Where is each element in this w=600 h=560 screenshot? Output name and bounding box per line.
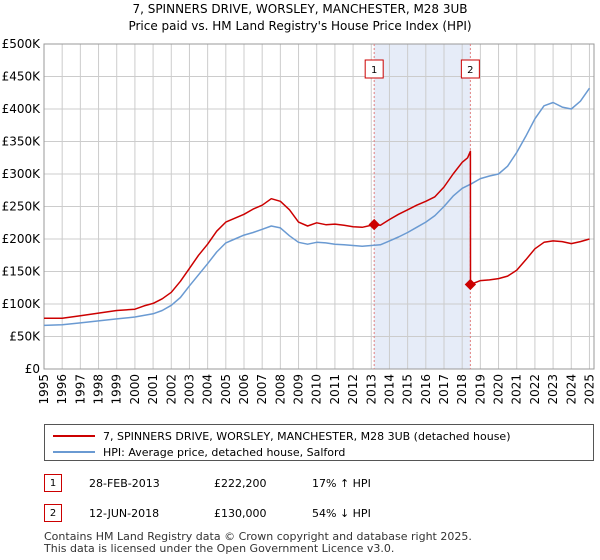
x-tick-label: 2000 bbox=[128, 374, 142, 405]
transaction-hpi-change: 54% ↓ HPI bbox=[312, 506, 371, 520]
price-series-line bbox=[44, 150, 590, 320]
x-tick-label: 2013 bbox=[364, 374, 378, 405]
x-tick-label: 1996 bbox=[55, 374, 69, 405]
plot-area-border bbox=[43, 43, 595, 370]
transaction-row: 2 12-JUN-2018 £130,000 54% ↓ HPI bbox=[44, 503, 371, 523]
x-tick-label: 1995 bbox=[37, 374, 51, 405]
x-tick-label: 2012 bbox=[346, 374, 360, 405]
x-tick-label: 2019 bbox=[473, 374, 487, 405]
y-tick-label: £0 bbox=[25, 362, 40, 376]
transaction-badge: 1 bbox=[44, 474, 62, 492]
transaction-row: 1 28-FEB-2013 £222,200 17% ↑ HPI bbox=[44, 473, 371, 493]
chart-legend: 7, SPINNERS DRIVE, WORSLEY, MANCHESTER, … bbox=[44, 424, 594, 461]
x-tick-label: 2021 bbox=[510, 374, 524, 405]
y-tick-label: £150K bbox=[2, 265, 42, 279]
x-tick-label: 2017 bbox=[437, 374, 451, 405]
legend-item-price: 7, SPINNERS DRIVE, WORSLEY, MANCHESTER, … bbox=[53, 428, 511, 444]
x-tick-label: 1997 bbox=[73, 374, 87, 405]
x-tick-label: 2020 bbox=[492, 374, 506, 405]
x-tick-label: 2010 bbox=[310, 374, 324, 405]
x-tick-label: 2018 bbox=[455, 374, 469, 405]
transaction-price: £130,000 bbox=[214, 506, 267, 520]
y-tick-label: £450K bbox=[2, 70, 42, 84]
x-tick-label: 2009 bbox=[292, 374, 306, 405]
transaction-badge: 2 bbox=[44, 504, 62, 522]
x-tick-label: 2016 bbox=[419, 374, 433, 405]
x-tick-label: 2022 bbox=[528, 374, 542, 405]
hpi-series-line bbox=[43, 87, 591, 327]
x-tick-label: 1998 bbox=[92, 374, 106, 405]
sale-point-marker bbox=[368, 218, 380, 231]
chart-subtitle: Price paid vs. HM Land Registry's House … bbox=[128, 19, 471, 33]
x-tick-label: 2003 bbox=[182, 374, 196, 405]
footer-line-licence: This data is licensed under the Open Gov… bbox=[44, 542, 395, 555]
y-tick-label: £200K bbox=[2, 232, 42, 246]
price-chart: 7, SPINNERS DRIVE, WORSLEY, MANCHESTER, … bbox=[2, 2, 597, 405]
x-tick-label: 2024 bbox=[564, 374, 578, 405]
y-tick-label: £100K bbox=[2, 297, 42, 311]
x-tick-label: 2025 bbox=[582, 374, 596, 405]
marker-badge-label: 2 bbox=[467, 65, 473, 76]
marker-badge-box bbox=[460, 59, 480, 79]
legend-item-hpi: HPI: Average price, detached house, Salf… bbox=[53, 444, 345, 460]
x-tick-label: 2002 bbox=[164, 374, 178, 405]
y-tick-label: £300K bbox=[2, 167, 42, 181]
x-tick-label: 2015 bbox=[401, 374, 415, 405]
footer-attribution: Contains HM Land Registry data © Crown c… bbox=[44, 531, 472, 555]
x-tick-label: 2014 bbox=[382, 374, 396, 405]
legend-label-price: 7, SPINNERS DRIVE, WORSLEY, MANCHESTER, … bbox=[103, 429, 511, 443]
y-tick-label: £50K bbox=[9, 330, 41, 344]
x-tick-label: 2011 bbox=[328, 374, 342, 405]
legend-swatch-hpi bbox=[53, 451, 95, 453]
y-tick-label: £350K bbox=[2, 135, 42, 149]
x-tick-label: 2001 bbox=[146, 374, 160, 405]
y-tick-label: £400K bbox=[2, 102, 42, 116]
chart-title: 7, SPINNERS DRIVE, WORSLEY, MANCHESTER, … bbox=[132, 2, 467, 16]
legend-swatch-price bbox=[53, 435, 95, 437]
x-tick-label: 1999 bbox=[110, 374, 124, 405]
footer-line-copyright: Contains HM Land Registry data © Crown c… bbox=[44, 530, 472, 543]
transaction-price: £222,200 bbox=[214, 476, 267, 490]
x-tick-label: 2005 bbox=[219, 374, 233, 405]
transaction-date: 28-FEB-2013 bbox=[89, 476, 160, 490]
x-tick-label: 2007 bbox=[255, 374, 269, 405]
marker-badge-box bbox=[364, 59, 384, 79]
legend-label-hpi: HPI: Average price, detached house, Salf… bbox=[103, 445, 346, 459]
y-tick-label: £500K bbox=[2, 37, 42, 51]
marker-badge-label: 1 bbox=[371, 65, 377, 76]
x-tick-label: 2023 bbox=[546, 374, 560, 405]
transaction-hpi-change: 17% ↑ HPI bbox=[312, 476, 371, 490]
sale-point-marker bbox=[464, 278, 477, 291]
transaction-date: 12-JUN-2018 bbox=[89, 506, 160, 520]
y-tick-label: £250K bbox=[2, 200, 42, 214]
x-tick-label: 2006 bbox=[237, 374, 251, 405]
x-tick-label: 2004 bbox=[201, 374, 215, 405]
x-tick-label: 2008 bbox=[273, 374, 287, 405]
